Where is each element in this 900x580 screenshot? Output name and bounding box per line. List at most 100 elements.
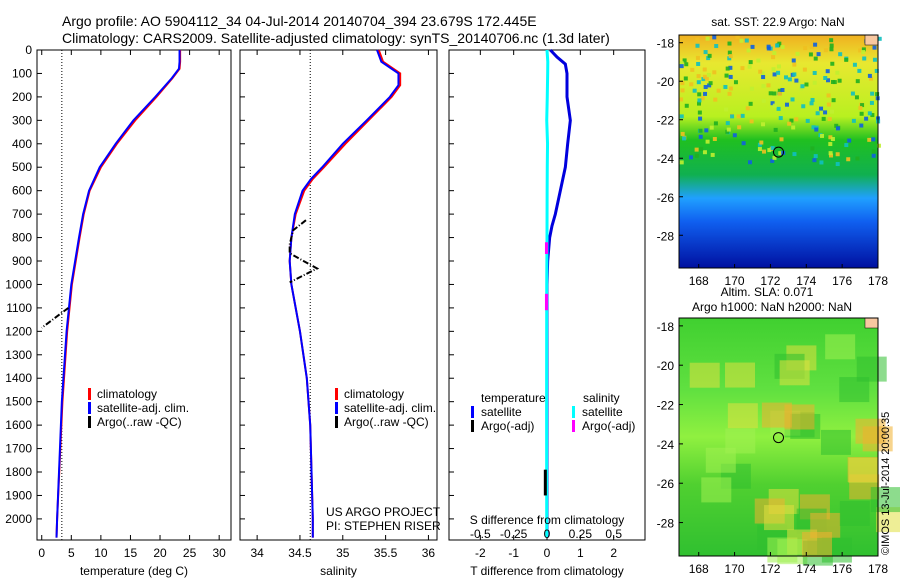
title-line-2: Climatology: CARS2009. Satellite-adjuste… — [62, 30, 610, 46]
map-cell — [712, 70, 717, 75]
y-tick-label: -26 — [657, 191, 675, 205]
y-tick-label: 300 — [12, 113, 32, 127]
map-cell — [829, 109, 834, 114]
land-patch — [864, 317, 879, 329]
map-cell — [827, 117, 832, 122]
x2-tick-label: 0.25 — [569, 527, 593, 541]
map-cell — [861, 47, 866, 52]
map-cell — [784, 102, 789, 107]
map-cell — [694, 153, 699, 158]
map-cell — [706, 73, 711, 78]
map-cell — [792, 152, 797, 157]
map-cell — [684, 62, 689, 67]
map-cell — [679, 114, 684, 119]
y-tick-label: -20 — [657, 359, 675, 373]
map-cell — [820, 429, 851, 455]
map-cell — [779, 137, 784, 142]
map-cell — [810, 146, 815, 151]
argo-location-marker — [773, 146, 784, 158]
map-cell — [761, 84, 766, 89]
map-cell — [766, 44, 771, 49]
map-cell — [803, 46, 808, 51]
map-cell — [855, 79, 860, 84]
map-cell — [684, 103, 689, 108]
map-cell — [792, 62, 797, 67]
map-cell — [867, 137, 872, 142]
map-cell — [834, 123, 839, 128]
series-satellite-adj-clim- — [288, 49, 400, 538]
map-cell — [846, 157, 851, 162]
x-tick-label: 170 — [725, 562, 745, 576]
map-cell — [871, 153, 876, 158]
map-cell — [744, 38, 749, 43]
map-cell — [703, 50, 708, 55]
map-cell — [801, 104, 806, 109]
map-cell — [823, 76, 828, 81]
map-cell — [705, 139, 710, 144]
y-tick-label: 1400 — [5, 371, 32, 385]
map-cell — [749, 86, 754, 91]
map-cell — [830, 137, 835, 142]
series-t-satellite — [545, 48, 572, 538]
map-cell — [870, 91, 875, 96]
map-cell — [852, 62, 857, 67]
map-cell — [771, 55, 776, 60]
x-tick-label: 34 — [250, 546, 264, 560]
map-cell — [724, 73, 729, 78]
legend-swatch — [88, 402, 91, 414]
map-cell — [716, 88, 721, 93]
map-cell — [780, 45, 785, 50]
map-cell — [713, 97, 718, 102]
map-cell — [872, 57, 877, 62]
map-cell — [725, 66, 730, 71]
map-cell — [869, 76, 874, 81]
map-cell — [679, 64, 684, 69]
map-cell — [772, 155, 777, 160]
map-cell — [816, 52, 821, 57]
map-cell — [829, 153, 834, 158]
map-cell — [867, 111, 872, 116]
map-cell — [689, 362, 720, 388]
map-cell — [746, 48, 751, 53]
map-cell — [830, 61, 835, 66]
y-tick-label: 1500 — [5, 395, 32, 409]
y-tick-label: 1900 — [5, 488, 32, 502]
map-cell — [730, 114, 735, 119]
y-tick-label: -28 — [657, 229, 675, 243]
map-cell — [872, 45, 877, 50]
x-tick-label: 168 — [689, 562, 709, 576]
map-cell — [741, 141, 746, 146]
map-cell — [802, 67, 807, 72]
map-cell — [871, 149, 876, 154]
y-tick-label: 1200 — [5, 324, 32, 338]
map-cell — [862, 56, 867, 61]
map-cell — [749, 119, 754, 124]
map-cell — [695, 43, 700, 48]
map-cell — [835, 70, 840, 75]
map-cell — [694, 147, 699, 152]
map-cell — [696, 80, 701, 85]
map-cell — [747, 64, 752, 69]
map-cell — [702, 150, 707, 155]
map-cell — [819, 160, 824, 165]
map-cell — [732, 133, 737, 138]
map-cell — [808, 52, 813, 57]
map-cell — [794, 78, 799, 83]
map-cell — [851, 118, 856, 123]
map-cell — [725, 121, 730, 126]
title-line-1: Argo profile: AO 5904112_34 04-Jul-2014 … — [62, 13, 537, 29]
map-cell — [725, 129, 730, 134]
map-cell — [701, 477, 732, 503]
x-tick-label: 15 — [124, 546, 138, 560]
map-cell — [740, 66, 745, 71]
map-cell — [726, 127, 731, 132]
map-cell — [776, 106, 781, 111]
map-cell — [697, 92, 702, 97]
map-cell — [772, 103, 777, 108]
map-cell — [705, 447, 736, 473]
map-cell — [723, 84, 728, 89]
y-tick-label: 1700 — [5, 442, 32, 456]
map-cell — [679, 61, 684, 66]
x-tick-label: 1 — [577, 546, 584, 560]
